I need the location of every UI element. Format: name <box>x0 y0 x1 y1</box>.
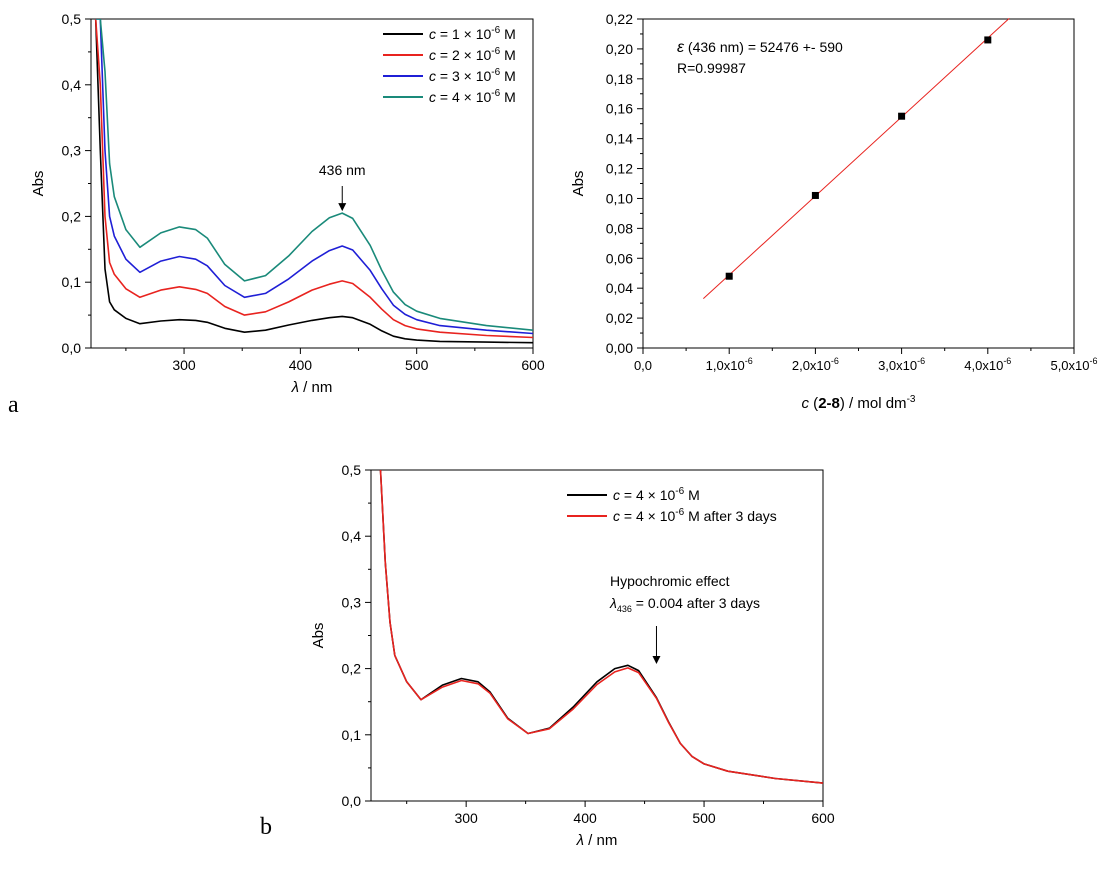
hypochromic-annotation-value: λ436 = 0.004 after 3 days <box>609 595 760 614</box>
y-tick-label: 0,2 <box>342 661 362 677</box>
y-tick-label: 0,18 <box>606 71 633 87</box>
y-tick-label: 0,0 <box>342 793 362 809</box>
y-tick-label: 0,1 <box>62 274 82 290</box>
y-tick-label: 0,06 <box>606 250 633 266</box>
y-tick-label: 0,14 <box>606 131 633 147</box>
y-tick-label: 0,1 <box>342 727 362 743</box>
chart-b-calibration-plot: 0,0 1,0x10-6 2,0x10-6 3,0x10-6 4,0x10-6 5,0x1… <box>570 11 1098 412</box>
series-line-1 <box>94 19 533 344</box>
y-tick-label: 0,12 <box>606 161 633 177</box>
x-tick-label: 300 <box>454 810 478 826</box>
chart-c-stability-spectra: 300 400 500 600 0,0 0,1 0,2 0,3 0,4 0,5 Abs λ / nm c… <box>310 462 835 849</box>
y-tick-label: 0,00 <box>606 340 633 356</box>
x-tick-label: 300 <box>172 357 196 373</box>
y-tick-label: 0,3 <box>62 143 82 159</box>
annotation-arrow-head <box>338 203 347 212</box>
x-tick-label: 1,0x10-6 <box>706 356 753 373</box>
y-tick-label: 0,4 <box>342 528 362 544</box>
linear-fit-line <box>703 17 1010 300</box>
x-tick-label: 4,0x10-6 <box>964 356 1011 373</box>
legend-entry-2: c = 4 × 10-6 M after 3 days <box>613 507 777 524</box>
x-tick-label: 2,0x10-6 <box>792 356 839 373</box>
hypochromic-annotation-title: Hypochromic effect <box>610 573 730 589</box>
data-point-2 <box>811 191 819 199</box>
r-annotation: R=0.99987 <box>677 60 746 76</box>
legend-entry-1: c = 4 × 10-6 M <box>613 486 700 503</box>
series-line-4 <box>95 19 533 331</box>
chart-a-absorption-spectra: 300 400 500 600 0,0 0,1 0,2 0,3 0,4 0,5 Abs λ / nm c… <box>30 11 545 396</box>
x-tick-label: 600 <box>521 357 545 373</box>
x-axis-label: λ / nm <box>576 832 618 849</box>
y-tick-label: 0,20 <box>606 41 633 57</box>
series-line-2 <box>94 19 533 339</box>
x-tick-label: 3,0x10-6 <box>878 356 925 373</box>
x-axis-label: c (2-8) / mol dm-3 <box>802 394 916 412</box>
series-line-3 <box>95 19 533 335</box>
y-tick-label: 0,08 <box>606 220 633 236</box>
y-tick-label: 0,10 <box>606 190 633 206</box>
y-tick-label: 0,5 <box>342 462 362 478</box>
y-tick-label: 0,22 <box>606 11 633 27</box>
y-tick-label: 0,16 <box>606 101 633 117</box>
y-tick-label: 0,2 <box>62 208 82 224</box>
y-tick-label: 0,3 <box>342 594 362 610</box>
y-tick-label: 0,4 <box>62 77 82 93</box>
x-axis-label: λ / nm <box>291 379 333 396</box>
hypochromic-arrow-head <box>652 656 661 664</box>
y-tick-label: 0,5 <box>62 11 82 27</box>
epsilon-annotation: ε (436 nm) = 52476 +- 590 <box>677 39 843 56</box>
x-tick-label: 500 <box>692 810 716 826</box>
y-axis-label: Abs <box>310 623 327 649</box>
x-tick-label: 500 <box>405 357 429 373</box>
y-tick-label: 0,04 <box>606 280 633 296</box>
y-axis-label: Abs <box>570 171 587 197</box>
legend-entry-1: c = 1 × 10-6 M <box>429 25 516 42</box>
data-point-1 <box>725 272 733 280</box>
y-tick-label: 0,02 <box>606 310 633 326</box>
annotation-436nm: 436 nm <box>319 162 366 178</box>
x-tick-label: 0,0 <box>634 358 652 373</box>
legend-entry-2: c = 2 × 10-6 M <box>429 46 516 63</box>
x-tick-label: 5,0x10-6 <box>1050 356 1097 373</box>
x-tick-label: 400 <box>289 357 313 373</box>
panel-label-b: b <box>260 814 272 840</box>
legend-entry-3: c = 3 × 10-6 M <box>429 67 516 84</box>
panel-label-a: a <box>8 392 19 418</box>
y-tick-label: 0,0 <box>62 340 82 356</box>
x-tick-label: 400 <box>573 810 597 826</box>
x-tick-label: 600 <box>811 810 835 826</box>
legend-entry-4: c = 4 × 10-6 M <box>429 88 516 105</box>
data-point-4 <box>984 36 992 44</box>
series-line-2 <box>379 470 823 784</box>
y-axis-label: Abs <box>30 171 47 197</box>
data-point-3 <box>898 112 906 120</box>
